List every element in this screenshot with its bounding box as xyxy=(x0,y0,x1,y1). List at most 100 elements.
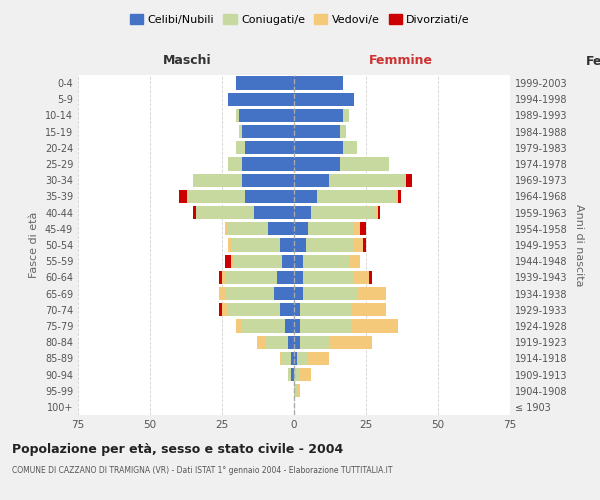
Bar xyxy=(239,125,242,138)
Y-axis label: Anni di nascita: Anni di nascita xyxy=(574,204,584,286)
Bar xyxy=(228,158,242,170)
Bar xyxy=(245,190,294,203)
Bar xyxy=(329,336,372,349)
Bar xyxy=(242,174,294,187)
Bar xyxy=(294,141,343,154)
Bar xyxy=(242,158,294,170)
Bar xyxy=(294,158,340,170)
Bar xyxy=(300,320,352,332)
Bar xyxy=(219,287,225,300)
Bar xyxy=(196,206,254,220)
Bar xyxy=(242,320,286,332)
Bar xyxy=(340,125,346,138)
Bar xyxy=(239,109,294,122)
Bar xyxy=(268,222,294,235)
Bar xyxy=(294,384,297,398)
Bar xyxy=(294,206,311,220)
Bar xyxy=(355,222,360,235)
Bar xyxy=(294,352,297,365)
Bar xyxy=(225,287,274,300)
Bar xyxy=(187,190,245,203)
Bar xyxy=(179,190,187,203)
Bar xyxy=(288,336,294,349)
Bar xyxy=(286,320,294,332)
Bar xyxy=(377,206,380,220)
Bar xyxy=(294,174,329,187)
Bar xyxy=(225,254,230,268)
Bar xyxy=(363,238,366,252)
Bar xyxy=(395,190,398,203)
Bar xyxy=(280,352,283,365)
Bar xyxy=(358,287,386,300)
Bar xyxy=(228,92,294,106)
Bar xyxy=(230,254,233,268)
Bar xyxy=(311,206,374,220)
Bar xyxy=(294,222,308,235)
Bar xyxy=(374,206,377,220)
Bar xyxy=(294,270,302,284)
Bar xyxy=(297,352,308,365)
Bar xyxy=(219,270,222,284)
Bar xyxy=(283,254,294,268)
Bar xyxy=(294,336,300,349)
Bar xyxy=(340,158,389,170)
Y-axis label: Fasce di età: Fasce di età xyxy=(29,212,39,278)
Text: Maschi: Maschi xyxy=(163,54,212,66)
Bar xyxy=(317,190,395,203)
Bar xyxy=(230,238,280,252)
Bar xyxy=(302,270,355,284)
Bar xyxy=(228,303,280,316)
Bar xyxy=(406,174,412,187)
Text: COMUNE DI CAZZANO DI TRAMIGNA (VR) - Dati ISTAT 1° gennaio 2004 - Elaborazione T: COMUNE DI CAZZANO DI TRAMIGNA (VR) - Dat… xyxy=(12,466,392,475)
Bar xyxy=(288,368,291,381)
Bar xyxy=(228,222,268,235)
Bar xyxy=(233,254,283,268)
Bar xyxy=(294,238,305,252)
Bar xyxy=(236,320,242,332)
Bar xyxy=(219,303,222,316)
Bar xyxy=(294,303,300,316)
Bar xyxy=(294,368,300,381)
Legend: Celibi/Nubili, Coniugati/e, Vedovi/e, Divorziati/e: Celibi/Nubili, Coniugati/e, Vedovi/e, Di… xyxy=(127,10,473,28)
Bar xyxy=(245,141,294,154)
Text: Femmine: Femmine xyxy=(586,55,600,68)
Bar xyxy=(294,254,302,268)
Bar xyxy=(257,336,265,349)
Bar xyxy=(274,287,294,300)
Bar xyxy=(225,222,228,235)
Bar xyxy=(294,287,302,300)
Bar xyxy=(193,174,242,187)
Bar xyxy=(294,125,340,138)
Text: Femmine: Femmine xyxy=(369,54,433,66)
Bar xyxy=(280,238,294,252)
Bar xyxy=(302,254,349,268)
Bar xyxy=(360,222,366,235)
Bar xyxy=(236,141,245,154)
Bar xyxy=(265,336,288,349)
Bar xyxy=(228,238,230,252)
Bar xyxy=(222,303,228,316)
Bar xyxy=(254,206,294,220)
Bar xyxy=(355,238,363,252)
Bar xyxy=(291,368,294,381)
Bar xyxy=(294,320,300,332)
Bar xyxy=(329,174,406,187)
Bar xyxy=(283,352,291,365)
Bar xyxy=(225,270,277,284)
Bar xyxy=(355,270,369,284)
Bar xyxy=(300,303,352,316)
Bar xyxy=(369,270,372,284)
Bar xyxy=(294,92,355,106)
Bar xyxy=(343,109,349,122)
Bar xyxy=(236,76,294,90)
Text: Popolazione per età, sesso e stato civile - 2004: Popolazione per età, sesso e stato civil… xyxy=(12,442,343,456)
Bar xyxy=(294,190,317,203)
Bar xyxy=(193,206,196,220)
Bar xyxy=(222,270,225,284)
Bar xyxy=(300,368,311,381)
Bar xyxy=(398,190,401,203)
Bar xyxy=(242,125,294,138)
Bar xyxy=(294,76,343,90)
Bar xyxy=(280,303,294,316)
Bar xyxy=(308,352,329,365)
